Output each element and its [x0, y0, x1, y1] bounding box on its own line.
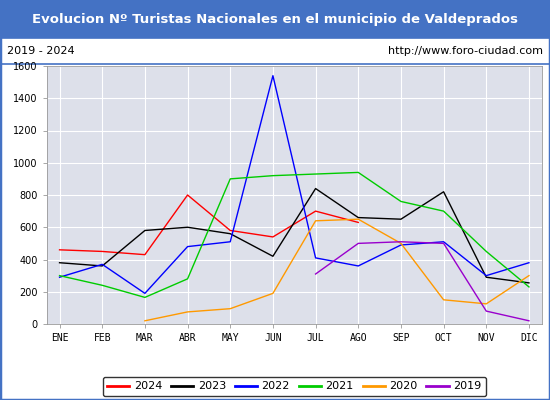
- Text: 2019 - 2024: 2019 - 2024: [7, 46, 74, 56]
- Text: Evolucion Nº Turistas Nacionales en el municipio de Valdeprados: Evolucion Nº Turistas Nacionales en el m…: [32, 12, 518, 26]
- Text: http://www.foro-ciudad.com: http://www.foro-ciudad.com: [388, 46, 543, 56]
- Legend: 2024, 2023, 2022, 2021, 2020, 2019: 2024, 2023, 2022, 2021, 2020, 2019: [103, 377, 486, 396]
